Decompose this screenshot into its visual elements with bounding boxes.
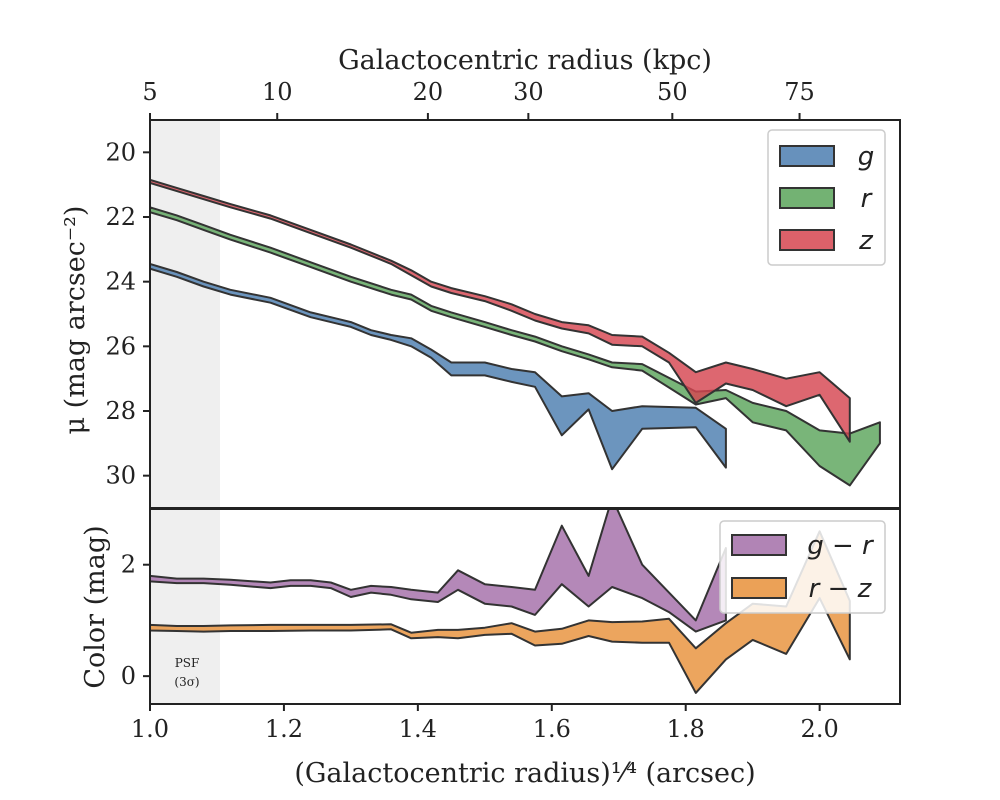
top-x-tick-label: 5 [142,78,157,106]
top-y-axis-title: μ (mag arcsec⁻²) [60,206,91,435]
psf-annotation-line-2: (3σ) [174,675,199,689]
legend-swatch-g [779,145,835,167]
sb-band-z [150,178,851,443]
x-tick-label: 1.6 [533,715,571,743]
legend-label-r: r [861,184,874,214]
sb-band-g [150,262,727,471]
x-tick-label: 2.0 [801,715,839,743]
top-x-tick-label: 50 [657,78,688,106]
legend-label-g: g [858,142,875,172]
top-x-tick-label: 10 [262,78,293,106]
x-tick-label: 1.8 [667,715,705,743]
top-y-tick-label: 20 [105,138,136,166]
bottom-y-tick-label: 0 [121,662,136,690]
bottom-y-axis-title: Color (mag) [80,525,111,688]
sb-band-r [150,206,881,487]
legend-swatch-r [779,187,835,209]
x-axis-title: (Galactocentric radius)¹⁄⁴ (arcsec) [294,758,755,789]
top-x-tick-label: 20 [413,78,444,106]
psf-shaded-region-bottom [150,509,220,704]
legend-swatch-r-z [731,577,787,599]
top-x-tick-label: 30 [513,78,544,106]
x-tick-label: 1.4 [399,715,437,743]
color-band-r-z [150,530,851,694]
psf-annotation-line-1: PSF [175,656,200,670]
x-tick-label: 1.2 [265,715,303,743]
top-y-tick-label: 28 [105,397,136,425]
top-y-tick-label: 26 [105,332,136,360]
legend-label-g-r: g − r [807,531,875,561]
color-band-g-r [150,509,727,633]
legend-label-r-z: r − z [809,574,873,604]
top-y-tick-label: 30 [105,462,136,490]
bottom-y-tick-label: 2 [121,551,136,579]
bottom-legend: g − r r − z [719,520,886,614]
top-x-tick-label: 75 [784,78,815,106]
legend-swatch-g-r [731,534,787,556]
surface-brightness-panel: 20 22 24 26 28 30 5 10 20 30 50 75 Galactocentric … [60,45,901,509]
top-legend: grz [767,129,886,266]
psf-shaded-region-top [150,120,220,508]
top-y-tick-label: 24 [105,268,136,296]
top-x-axis-title: Galactocentric radius (kpc) [338,45,712,76]
color-panel: 0 2 1.0 1.2 1.4 1.6 1.8 2.0 PSF (3σ) (Galactoc… [80,508,901,789]
legend-label-z: z [858,226,874,256]
legend-swatch-z [779,229,835,251]
x-tick-label: 1.0 [131,715,169,743]
top-y-tick-label: 22 [105,203,136,231]
bottom-plot-frame [149,508,901,705]
